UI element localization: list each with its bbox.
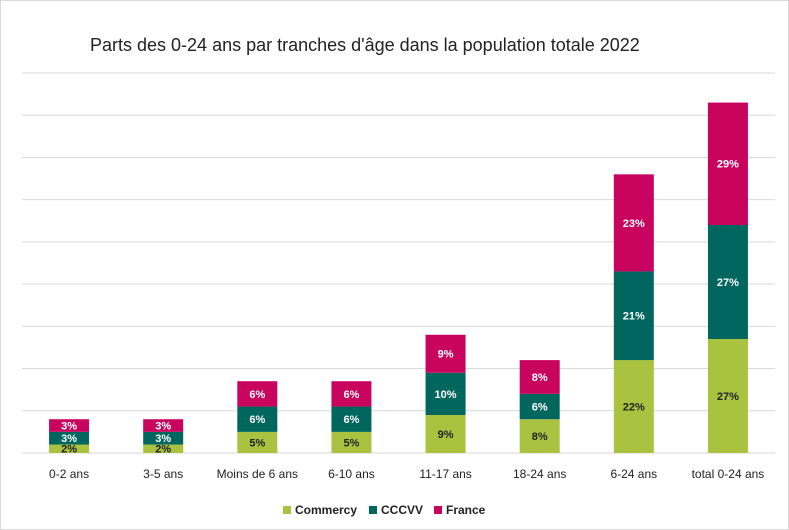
legend-label: Commercy: [295, 503, 357, 517]
bar-segment: [49, 444, 90, 453]
data-label: 2%: [61, 444, 77, 456]
data-label: 27%: [717, 277, 739, 289]
legend-swatch: [369, 506, 377, 514]
x-tick-label: total 0-24 ans: [692, 467, 765, 481]
data-label: 23%: [623, 218, 645, 230]
legend-swatch: [283, 506, 291, 514]
bar-segment: [331, 431, 372, 453]
data-label: 8%: [532, 431, 548, 443]
data-label: 29%: [717, 159, 739, 171]
bar-segment: [49, 419, 90, 432]
bar-segment: [143, 419, 184, 432]
bar-segment: [425, 415, 466, 453]
x-tick-label: 0-2 ans: [49, 467, 89, 481]
data-label: 9%: [438, 429, 454, 441]
bar-segment: [613, 174, 654, 272]
x-tick-label: 18-24 ans: [513, 467, 566, 481]
data-label: 3%: [61, 420, 77, 432]
data-label: 3%: [61, 433, 77, 445]
bar-segment: [143, 431, 184, 445]
x-tick-label: Moins de 6 ans: [217, 467, 298, 481]
data-label: 9%: [438, 349, 454, 361]
bar-segment: [49, 431, 90, 445]
chart-title: Parts des 0-24 ans par tranches d'âge da…: [90, 35, 640, 55]
bar-segment: [707, 339, 748, 453]
data-label: 6%: [249, 414, 265, 426]
x-tick-label: 6-10 ans: [328, 467, 375, 481]
bar-segment: [425, 372, 466, 415]
data-label: 10%: [435, 389, 457, 401]
bar-segment: [519, 393, 560, 420]
legend-label: France: [446, 503, 486, 517]
data-label: 22%: [623, 401, 645, 413]
bar-segment: [425, 334, 466, 373]
data-label: 21%: [623, 311, 645, 323]
x-tick-label: 6-24 ans: [610, 467, 657, 481]
data-label: 2%: [155, 444, 171, 456]
data-label: 3%: [155, 420, 171, 432]
bar-segment: [331, 406, 372, 432]
bar-segment: [143, 444, 184, 453]
bar-segment: [237, 406, 278, 432]
bar-segment: [237, 381, 278, 407]
bar-segment: [707, 225, 748, 339]
legend-swatch: [434, 506, 442, 514]
legend-label: CCCVV: [381, 503, 423, 517]
data-label: 5%: [343, 437, 359, 449]
data-label: 6%: [249, 389, 265, 401]
bar-segment: [707, 102, 748, 225]
bar-segment: [613, 271, 654, 361]
bar-segment: [613, 360, 654, 453]
x-tick-label: 3-5 ans: [143, 467, 183, 481]
bar-segment: [237, 431, 278, 453]
bar-segment: [519, 419, 560, 453]
data-label: 8%: [532, 372, 548, 384]
data-label: 6%: [343, 389, 359, 401]
data-label: 3%: [155, 433, 171, 445]
data-label: 6%: [343, 414, 359, 426]
bar-segment: [331, 381, 372, 407]
bar-segment: [519, 360, 560, 394]
data-label: 5%: [249, 437, 265, 449]
data-label: 6%: [532, 401, 548, 413]
x-tick-label: 11-17 ans: [419, 467, 471, 481]
data-label: 27%: [717, 391, 739, 403]
